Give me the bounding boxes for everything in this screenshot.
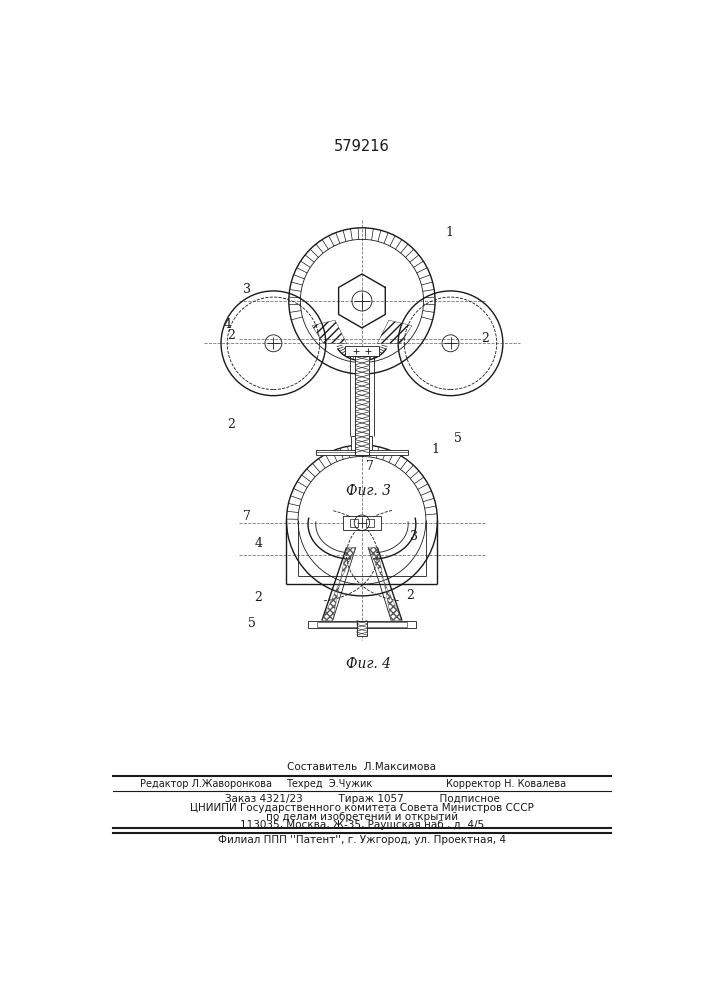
- Text: 3: 3: [409, 530, 418, 543]
- Text: Корректор Н. Ковалева: Корректор Н. Ковалева: [446, 779, 566, 789]
- Bar: [308, 620, 416, 628]
- Text: 2: 2: [254, 591, 262, 604]
- Text: Фиг. 4: Фиг. 4: [346, 657, 390, 671]
- Text: 7: 7: [366, 460, 374, 473]
- Bar: [351, 436, 357, 450]
- Text: Редактор Л.Жаворонкова: Редактор Л.Жаворонкова: [140, 779, 272, 789]
- Text: 2: 2: [227, 329, 235, 342]
- Bar: [317, 622, 407, 627]
- Bar: [345, 346, 379, 356]
- Text: Заказ 4321/23           Тираж 1057           Подписное: Заказ 4321/23 Тираж 1057 Подписное: [225, 794, 499, 804]
- Text: 1: 1: [431, 443, 439, 456]
- Text: Фиг. 3: Фиг. 3: [346, 484, 390, 498]
- Text: 4: 4: [254, 537, 262, 550]
- Text: 2: 2: [407, 589, 414, 602]
- Text: по делам изобретений и открытий: по делам изобретений и открытий: [266, 812, 458, 822]
- Text: Составитель  Л.Максимова: Составитель Л.Максимова: [288, 762, 436, 772]
- Text: 2: 2: [227, 418, 235, 431]
- Text: 5: 5: [248, 617, 256, 630]
- Text: 3: 3: [243, 283, 250, 296]
- Text: ЦНИИПИ Государственного комитета Совета Министров СССР: ЦНИИПИ Государственного комитета Совета …: [190, 803, 534, 813]
- Bar: [366, 519, 373, 527]
- Bar: [316, 450, 408, 455]
- Text: Техред  Э.Чужик: Техред Э.Чужик: [286, 779, 372, 789]
- Bar: [356, 620, 368, 636]
- Text: Филиал ППП ''Патент'', г. Ужгород, ул. Проектная, 4: Филиал ППП ''Патент'', г. Ужгород, ул. П…: [218, 835, 506, 845]
- Text: 2: 2: [481, 332, 489, 345]
- Text: 579216: 579216: [334, 139, 390, 154]
- Bar: [351, 519, 358, 527]
- Bar: [366, 436, 372, 450]
- Text: 5: 5: [455, 432, 462, 445]
- Text: 4: 4: [223, 318, 231, 331]
- Bar: [355, 356, 369, 455]
- Bar: [343, 516, 381, 530]
- Text: 1: 1: [445, 226, 453, 238]
- Text: 113035, Москва, Ж-35, Раушская наб., д. 4/5: 113035, Москва, Ж-35, Раушская наб., д. …: [240, 820, 484, 830]
- Text: 7: 7: [243, 510, 250, 523]
